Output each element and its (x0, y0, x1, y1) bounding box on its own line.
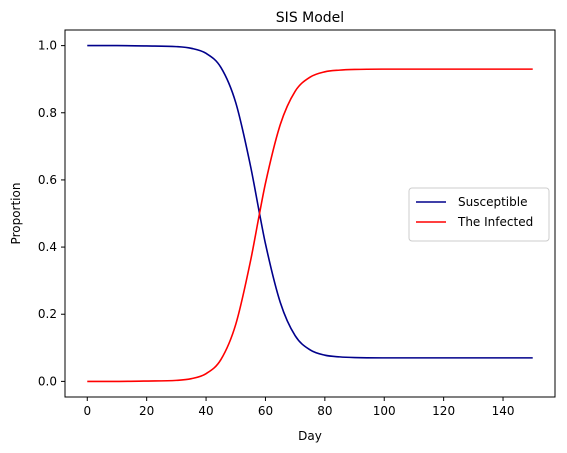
x-tick-label: 120 (432, 404, 455, 418)
y-tick-label: 0.6 (38, 173, 57, 187)
legend-label: The Infected (457, 215, 533, 229)
y-tick-label: 0.8 (38, 106, 57, 120)
x-axis-label: Day (298, 429, 322, 443)
legend: Susceptible The Infected (408, 187, 550, 242)
x-tick-label: 140 (492, 404, 515, 418)
x-tick-label: 80 (317, 404, 332, 418)
x-tick-label: 100 (373, 404, 396, 418)
x-tick-label: 40 (198, 404, 213, 418)
y-axis-ticks: 0.0 0.2 0.4 0.6 0.8 1.0 (38, 39, 65, 388)
chart-title: SIS Model (276, 10, 344, 26)
series-line-the-infected (87, 68, 533, 383)
x-tick-label: 20 (139, 404, 154, 418)
series-line-susceptible (87, 44, 533, 359)
y-axis-label: Proportion (9, 183, 23, 245)
y-tick-label: 1.0 (38, 39, 57, 53)
x-tick-label: 0 (83, 404, 91, 418)
series-layer (87, 44, 533, 383)
x-axis-ticks: 0 20 40 60 80 100 120 140 (83, 397, 514, 418)
y-tick-label: 0.2 (38, 307, 57, 321)
y-tick-label: 0.4 (38, 240, 57, 254)
legend-label: Susceptible (458, 195, 527, 209)
y-tick-label: 0.0 (38, 374, 57, 388)
plot-frame (64, 29, 556, 398)
x-tick-label: 60 (258, 404, 273, 418)
